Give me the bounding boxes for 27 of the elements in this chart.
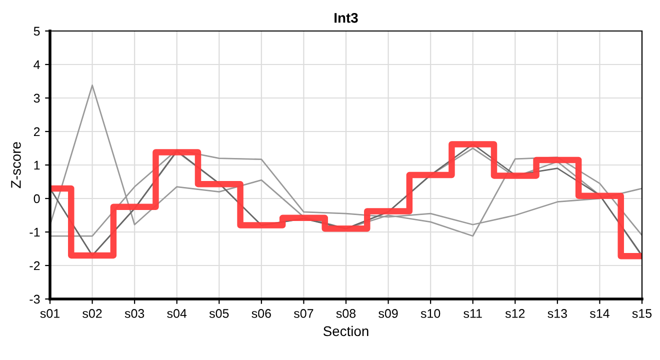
x-tick-label: s01	[40, 309, 60, 318]
y-tick-label: 2	[34, 127, 40, 136]
x-tick-label: s12	[505, 309, 525, 318]
x-tick-label: s10	[420, 309, 440, 318]
y-tick-label: -2	[30, 261, 40, 270]
y-tick-label: 4	[34, 60, 40, 70]
x-tick-label: s11	[464, 309, 482, 318]
y-axis-title: Z-score	[11, 142, 21, 188]
y-tick-label: 3	[34, 94, 40, 103]
y-tick-label: -3	[30, 294, 40, 304]
x-tick-label: s04	[167, 309, 187, 318]
y-tick-label: 5	[34, 26, 40, 36]
x-tick-label: s08	[336, 309, 356, 318]
x-tick-label: s09	[378, 309, 398, 318]
x-tick-label: s05	[209, 309, 229, 318]
x-tick-label: s14	[590, 309, 610, 318]
x-tick-label: s06	[252, 309, 271, 318]
x-tick-label: s13	[548, 309, 567, 318]
y-tick-label: 0	[34, 194, 40, 204]
y-tick-label: 1	[34, 160, 40, 170]
x-tick-label: s02	[82, 309, 102, 318]
x-tick-label: s15	[632, 309, 652, 318]
chart-title: Int3	[334, 12, 358, 23]
x-tick-label: s07	[294, 309, 314, 318]
y-tick-label: -1	[30, 228, 40, 237]
x-axis-title: Section	[323, 326, 368, 336]
x-tick-label: s03	[124, 309, 144, 318]
